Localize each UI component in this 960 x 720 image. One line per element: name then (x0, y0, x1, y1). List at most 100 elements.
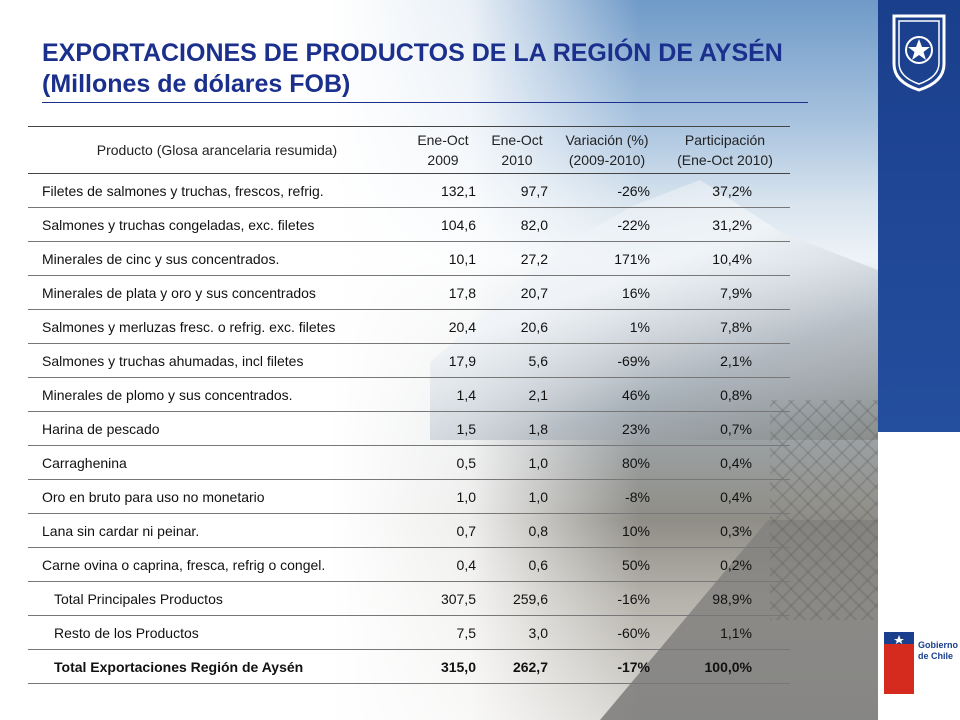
share-cell: 0,8% (660, 377, 790, 412)
value-2009-cell: 132,1 (406, 173, 480, 208)
gobierno-de-chile-logo: Gobierno de Chile (884, 632, 958, 694)
product-cell: Harina de pescado (28, 411, 406, 446)
product-cell: Salmones y truchas ahumadas, incl filete… (28, 343, 406, 378)
product-cell: Resto de los Productos (28, 615, 406, 650)
page-title: EXPORTACIONES DE PRODUCTOS DE LA REGIÓN … (42, 38, 842, 100)
variation-cell: -16% (554, 581, 660, 616)
gobierno-de-chile-text: Gobierno de Chile (918, 640, 958, 661)
table-row: Salmones y truchas ahumadas, incl filete… (28, 343, 790, 378)
header-variacion: Variación (%) (2009-2010) (554, 126, 660, 174)
value-2009-cell: 1,4 (406, 377, 480, 412)
exports-table: Producto (Glosa arancelaria resumida) En… (28, 126, 790, 684)
value-2009-cell: 315,0 (406, 649, 480, 684)
product-cell: Filetes de salmones y truchas, frescos, … (28, 173, 406, 208)
header-ene-oct-2010: Ene-Oct 2010 (480, 126, 554, 174)
product-cell: Carraghenina (28, 445, 406, 480)
share-cell: 0,4% (660, 479, 790, 514)
header-ene-oct-2009: Ene-Oct 2009 (406, 126, 480, 174)
table-row: Minerales de cinc y sus concentrados. 10,… (28, 241, 790, 276)
share-cell: 31,2% (660, 207, 790, 242)
value-2010-cell: 1,8 (480, 411, 554, 446)
value-2009-cell: 307,5 (406, 581, 480, 616)
variation-cell: 1% (554, 309, 660, 344)
value-2009-cell: 17,8 (406, 275, 480, 310)
product-cell: Oro en bruto para uso no monetario (28, 479, 406, 514)
value-2010-cell: 5,6 (480, 343, 554, 378)
share-cell: 1,1% (660, 615, 790, 650)
value-2010-cell: 82,0 (480, 207, 554, 242)
variation-cell: -60% (554, 615, 660, 650)
product-cell: Total Principales Productos (28, 581, 406, 616)
share-cell: 98,9% (660, 581, 790, 616)
value-2009-cell: 1,0 (406, 479, 480, 514)
product-cell: Salmones y truchas congeladas, exc. file… (28, 207, 406, 242)
header-participacion: Participación (Ene-Oct 2010) (660, 126, 790, 174)
value-2010-cell: 0,8 (480, 513, 554, 548)
share-cell: 10,4% (660, 241, 790, 276)
value-2010-cell: 27,2 (480, 241, 554, 276)
share-cell: 2,1% (660, 343, 790, 378)
table-row: Filetes de salmones y truchas, frescos, … (28, 173, 790, 208)
share-cell: 7,9% (660, 275, 790, 310)
value-2009-cell: 0,7 (406, 513, 480, 548)
header-product: Producto (Glosa arancelaria resumida) (28, 126, 406, 174)
value-2010-cell: 2,1 (480, 377, 554, 412)
product-cell: Minerales de plata y oro y sus concentra… (28, 275, 406, 310)
table-row: Carraghenina 0,5 1,0 80% 0,4% (28, 445, 790, 480)
title-divider (42, 102, 808, 103)
value-2009-cell: 0,5 (406, 445, 480, 480)
table-row: Salmones y truchas congeladas, exc. file… (28, 207, 790, 242)
value-2010-cell: 3,0 (480, 615, 554, 650)
brand-sidebar (878, 0, 960, 720)
value-2010-cell: 1,0 (480, 445, 554, 480)
value-2009-cell: 20,4 (406, 309, 480, 344)
variation-cell: -8% (554, 479, 660, 514)
share-cell: 0,4% (660, 445, 790, 480)
title-line-1: EXPORTACIONES DE PRODUCTOS DE LA REGIÓN … (42, 39, 783, 67)
product-cell: Salmones y merluzas fresc. o refrig. exc… (28, 309, 406, 344)
product-cell: Minerales de plomo y sus concentrados. (28, 377, 406, 412)
product-cell: Carne ovina o caprina, fresca, refrig o … (28, 547, 406, 582)
chile-flag-icon (884, 632, 914, 694)
aduanas-chile-logo-icon (892, 14, 946, 92)
table-row: Minerales de plata y oro y sus concentra… (28, 275, 790, 310)
share-cell: 100,0% (660, 649, 790, 684)
variation-cell: -17% (554, 649, 660, 684)
title-line-2: (Millones de dólares FOB) (42, 70, 351, 98)
value-2010-cell: 262,7 (480, 649, 554, 684)
value-2010-cell: 20,6 (480, 309, 554, 344)
product-cell: Minerales de cinc y sus concentrados. (28, 241, 406, 276)
product-cell: Total Exportaciones Región de Aysén (28, 649, 406, 684)
variation-cell: -69% (554, 343, 660, 378)
value-2010-cell: 0,6 (480, 547, 554, 582)
value-2009-cell: 7,5 (406, 615, 480, 650)
table-header-row: Producto (Glosa arancelaria resumida) En… (28, 126, 790, 174)
variation-cell: 23% (554, 411, 660, 446)
table-row: Lana sin cardar ni peinar. 0,7 0,8 10% 0,3% (28, 513, 790, 548)
variation-cell: 10% (554, 513, 660, 548)
variation-cell: 16% (554, 275, 660, 310)
variation-cell: -22% (554, 207, 660, 242)
table-body: Filetes de salmones y truchas, frescos, … (28, 173, 790, 684)
table-row: Harina de pescado 1,5 1,8 23% 0,7% (28, 411, 790, 446)
value-2010-cell: 1,0 (480, 479, 554, 514)
value-2010-cell: 259,6 (480, 581, 554, 616)
table-row: Minerales de plomo y sus concentrados. 1,… (28, 377, 790, 412)
table-row: Total Exportaciones Región de Aysén 315,0… (28, 649, 790, 684)
table-row: Carne ovina o caprina, fresca, refrig o … (28, 547, 790, 582)
table-row: Oro en bruto para uso no monetario 1,0 1,0… (28, 479, 790, 514)
share-cell: 0,2% (660, 547, 790, 582)
variation-cell: 50% (554, 547, 660, 582)
table-row: Salmones y merluzas fresc. o refrig. exc… (28, 309, 790, 344)
value-2009-cell: 17,9 (406, 343, 480, 378)
value-2009-cell: 0,4 (406, 547, 480, 582)
variation-cell: 46% (554, 377, 660, 412)
value-2009-cell: 1,5 (406, 411, 480, 446)
product-cell: Lana sin cardar ni peinar. (28, 513, 406, 548)
share-cell: 0,3% (660, 513, 790, 548)
share-cell: 37,2% (660, 173, 790, 208)
value-2009-cell: 10,1 (406, 241, 480, 276)
share-cell: 7,8% (660, 309, 790, 344)
variation-cell: 171% (554, 241, 660, 276)
value-2010-cell: 97,7 (480, 173, 554, 208)
